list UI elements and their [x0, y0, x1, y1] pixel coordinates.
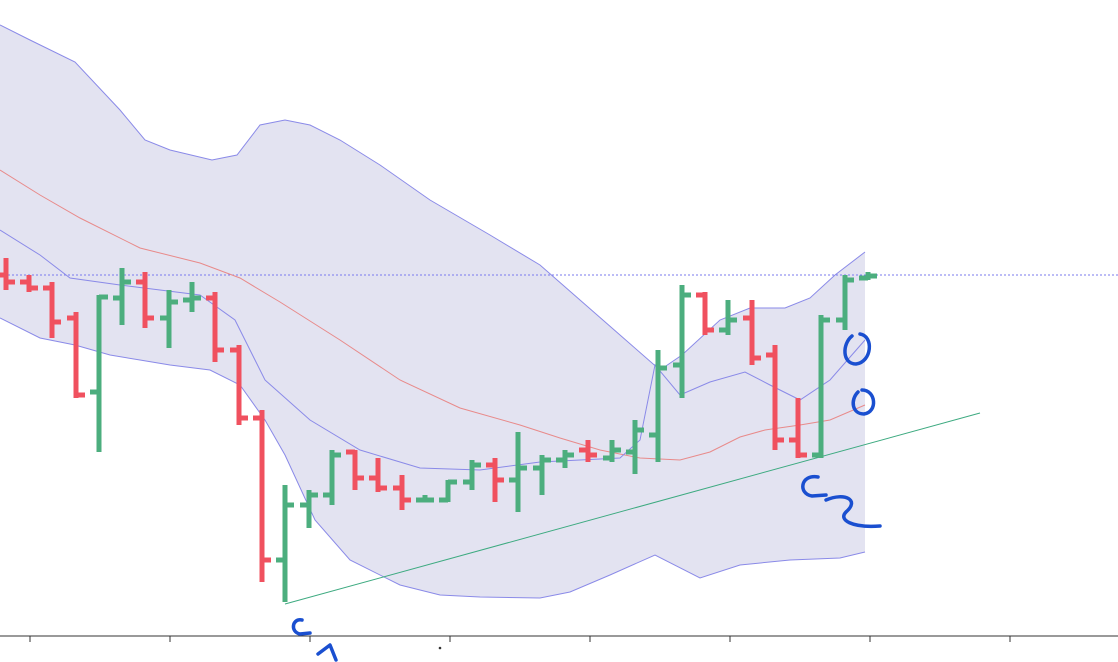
- band-layer: [0, 25, 865, 598]
- axis-layer: [0, 635, 1118, 642]
- indicator-line: [0, 24, 866, 371]
- indicator-line: [0, 169, 866, 461]
- annotation-o: [851, 388, 876, 416]
- annotation-2: [824, 495, 882, 529]
- dot: [438, 646, 442, 650]
- hand-annotations: [291, 332, 882, 662]
- line-layer: [0, 24, 1118, 605]
- indicator-line: [284, 412, 981, 605]
- indicator-line: [0, 317, 866, 599]
- annotation-1: [316, 643, 338, 662]
- annotation-c: [801, 475, 828, 498]
- band-fill: [0, 25, 865, 598]
- indicator-line: [0, 229, 866, 471]
- annotation-o: [843, 332, 871, 366]
- annotation-c: [291, 618, 312, 636]
- bar-layer: [0, 258, 877, 602]
